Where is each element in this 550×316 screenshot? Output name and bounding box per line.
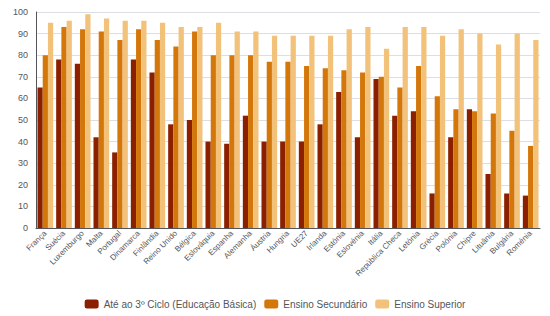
svg-text:Portugal: Portugal bbox=[95, 228, 124, 257]
svg-text:0: 0 bbox=[23, 223, 28, 233]
svg-text:30: 30 bbox=[18, 158, 28, 168]
svg-text:Grécia: Grécia bbox=[417, 228, 441, 252]
svg-text:Áustria: Áustria bbox=[248, 228, 273, 253]
svg-text:República Checa: República Checa bbox=[354, 228, 404, 278]
svg-text:Roménia: Roménia bbox=[505, 228, 534, 257]
svg-text:UE27: UE27 bbox=[289, 228, 310, 250]
svg-text:Eslovénia: Eslovénia bbox=[335, 228, 366, 259]
svg-text:80: 80 bbox=[18, 50, 28, 60]
svg-text:Luxemburgo: Luxemburgo bbox=[48, 228, 86, 266]
svg-text:França: França bbox=[24, 228, 49, 253]
svg-text:Bélgica: Bélgica bbox=[173, 228, 198, 254]
svg-text:60: 60 bbox=[18, 93, 28, 103]
svg-text:20: 20 bbox=[18, 180, 28, 190]
svg-text:Espanha: Espanha bbox=[206, 228, 236, 258]
svg-text:Ensino Secundário: Ensino Secundário bbox=[283, 299, 367, 310]
svg-text:Polónia: Polónia bbox=[434, 228, 460, 254]
svg-text:Dinamarca: Dinamarca bbox=[108, 228, 142, 263]
svg-text:40: 40 bbox=[18, 137, 28, 147]
svg-text:90: 90 bbox=[18, 29, 28, 39]
svg-text:Alemanha: Alemanha bbox=[222, 228, 254, 261]
svg-text:Reino Unido: Reino Unido bbox=[141, 228, 180, 267]
svg-text:70: 70 bbox=[18, 72, 28, 82]
svg-text:Ensino Superior: Ensino Superior bbox=[394, 299, 466, 310]
svg-text:Hungria: Hungria bbox=[265, 228, 292, 255]
svg-text:Malta: Malta bbox=[84, 228, 105, 249]
svg-text:10: 10 bbox=[18, 201, 28, 211]
svg-text:Eslováquia: Eslováquia bbox=[182, 228, 217, 263]
svg-text:Chipre: Chipre bbox=[454, 228, 478, 252]
svg-text:100: 100 bbox=[13, 7, 28, 17]
svg-text:Irlanda: Irlanda bbox=[304, 228, 329, 253]
svg-text:50: 50 bbox=[18, 115, 28, 125]
svg-text:Lituânia: Lituânia bbox=[470, 228, 497, 255]
svg-text:Suécia: Suécia bbox=[43, 228, 68, 253]
svg-text:Itália: Itália bbox=[366, 228, 385, 248]
svg-text:Finlândia: Finlândia bbox=[131, 228, 161, 259]
svg-text:Letónia: Letónia bbox=[397, 228, 422, 253]
svg-text:Até ao 3º Ciclo (Educação Bási: Até ao 3º Ciclo (Educação Básica) bbox=[104, 299, 257, 310]
svg-text:Estónia: Estónia bbox=[322, 228, 348, 254]
svg-text:Bulgária: Bulgária bbox=[488, 228, 516, 256]
